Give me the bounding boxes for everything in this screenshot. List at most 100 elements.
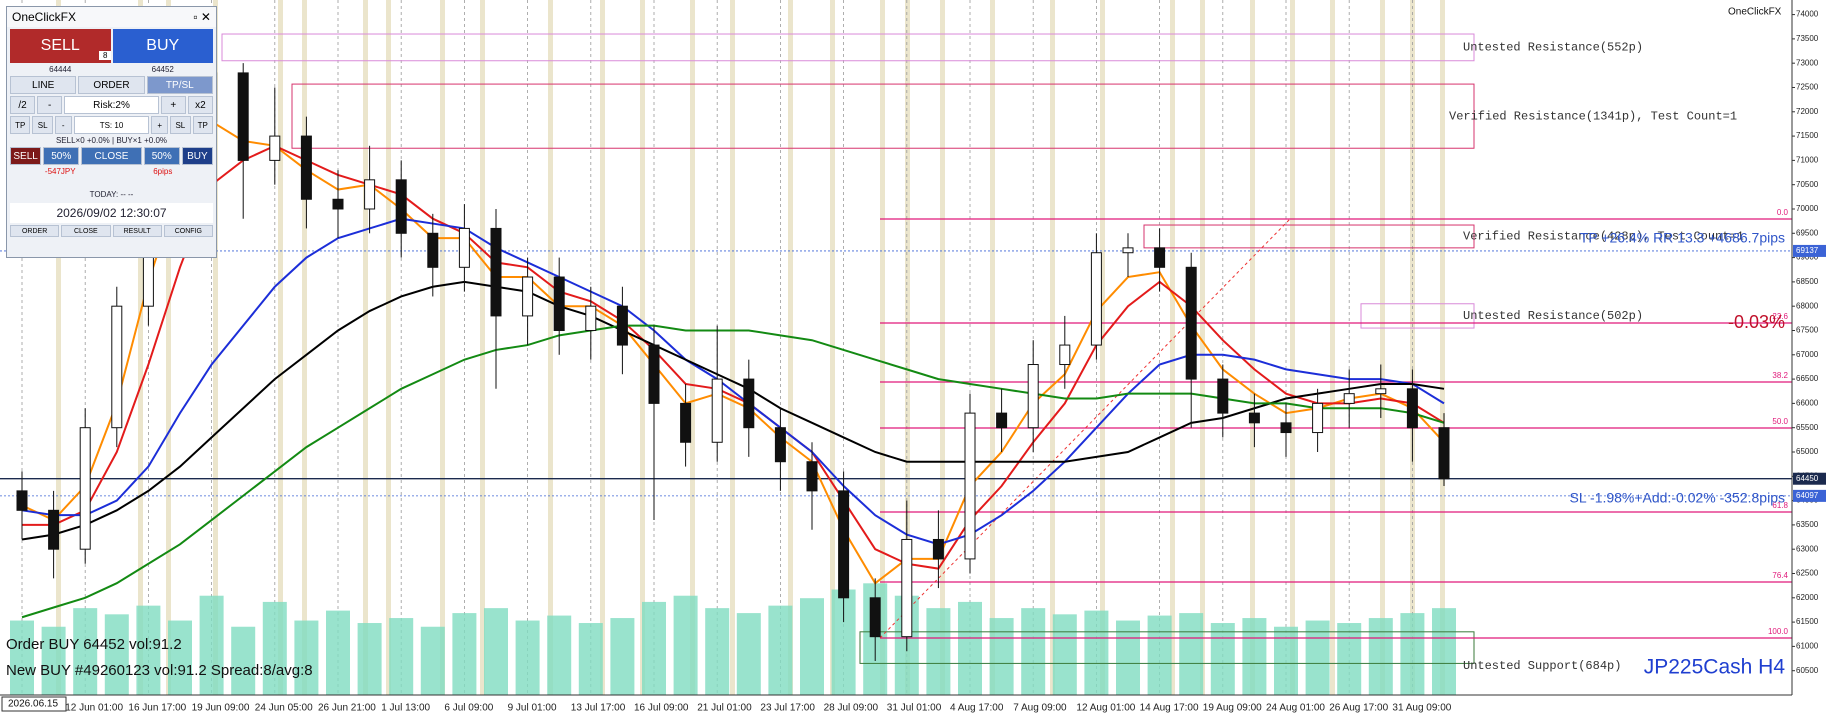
price-tag-label: 64450	[1796, 474, 1819, 483]
volume-bar	[1021, 608, 1046, 695]
session-stripe	[990, 0, 995, 695]
lot-button[interactable]: /2	[10, 96, 36, 114]
volume-bar	[1432, 608, 1456, 695]
fib-label: 38.2	[1772, 371, 1788, 380]
candle-body	[1375, 388, 1387, 395]
volume-bar	[1274, 626, 1298, 695]
candle-body	[964, 412, 976, 560]
volume-bar	[958, 601, 982, 695]
ts-button[interactable]: SL	[170, 116, 191, 134]
y-tick-label: 68500	[1796, 277, 1819, 286]
lot-button[interactable]: +	[160, 96, 186, 114]
close-half[interactable]: 50%	[143, 147, 180, 165]
x-tick-label: 9 Jul 01:00	[508, 703, 557, 714]
candle-body	[774, 427, 786, 463]
candle-body	[1217, 378, 1229, 414]
candle-body	[269, 135, 281, 161]
ts-button[interactable]: TP	[10, 116, 31, 134]
session-stripe	[440, 0, 445, 695]
y-tick-label: 69000	[1796, 253, 1819, 262]
volume-bar	[1305, 620, 1330, 695]
ts-button[interactable]: TP	[192, 116, 213, 134]
x-tick-label: 4 Aug 17:00	[950, 703, 1004, 714]
ask: 64452	[151, 65, 174, 74]
tab[interactable]: LINE	[10, 76, 77, 94]
candle-body	[300, 135, 312, 200]
y-tick-label: 66000	[1796, 399, 1819, 408]
ts-field[interactable]: TS: 10	[73, 116, 150, 134]
panel-buttons[interactable]: ▫ ✕	[193, 10, 211, 24]
zone	[291, 83, 1475, 149]
close-half[interactable]: 50%	[43, 147, 80, 165]
footer-button[interactable]: ORDER	[10, 225, 60, 237]
tab[interactable]: ORDER	[78, 76, 145, 94]
candle-body	[616, 305, 628, 346]
fib-label: 23.6	[1772, 312, 1788, 321]
session-stripe	[1290, 0, 1295, 695]
session-stripe	[1170, 0, 1175, 695]
close-all[interactable]: CLOSE	[81, 147, 142, 165]
close-sell[interactable]: SELL	[10, 147, 42, 165]
buy-button[interactable]: BUY	[112, 29, 213, 63]
y-tick-label: 63000	[1796, 544, 1819, 553]
zone-label: Untested Resistance(502p)	[1463, 309, 1643, 323]
tp-text: TP +26.4% RR 13.3 +4686.7pips	[1580, 230, 1785, 246]
tab[interactable]: TP/SL	[146, 76, 213, 94]
message: New BUY #49260123 vol:91.2 Spread:8/avg:…	[6, 662, 313, 679]
moving-average	[22, 144, 1445, 570]
session-stripe	[213, 0, 218, 695]
date-box-label: 2026.06.15	[8, 699, 58, 710]
lot-button[interactable]: x2	[187, 96, 213, 114]
candle-body	[648, 344, 660, 404]
y-tick-label: 73500	[1796, 34, 1819, 43]
volume-bar	[73, 608, 98, 695]
volume-bar	[1368, 618, 1393, 695]
price-axis	[1792, 0, 1826, 720]
session-stripe	[1200, 0, 1205, 695]
candle-body	[522, 276, 534, 317]
ts-button[interactable]: SL	[32, 116, 53, 134]
sell-button[interactable]: SELL	[10, 29, 111, 63]
y-tick-label: 60500	[1796, 666, 1819, 675]
pips: 6pips	[153, 167, 173, 176]
sl-text: SL -1.98%+Add:-0.02% -352.8pips	[1570, 490, 1785, 506]
footer-button[interactable]: CLOSE	[61, 225, 111, 237]
ts-button[interactable]: -	[54, 116, 72, 134]
candle-body	[1059, 344, 1071, 366]
candle-body	[237, 72, 249, 161]
session-stripe	[138, 0, 143, 695]
volume-bar	[231, 626, 256, 695]
risk[interactable]: Risk:2%	[64, 96, 159, 114]
moving-average	[21, 120, 1445, 585]
ts-button[interactable]: +	[151, 116, 169, 134]
volume-bar	[104, 614, 129, 695]
y-tick-label: 68000	[1796, 301, 1819, 310]
volume-bar	[705, 608, 730, 695]
zone	[859, 631, 1475, 664]
close-buy[interactable]: BUY	[181, 147, 213, 165]
x-tick-label: 1 Jul 13:00	[381, 703, 430, 714]
volume-bar	[768, 605, 793, 695]
session-stripe	[480, 0, 485, 695]
panel-header: OneClickFX ▫ ✕	[7, 7, 216, 27]
zone-label: Untested Resistance(552p)	[1463, 41, 1643, 55]
candle-body	[585, 305, 597, 331]
volume-bar	[484, 608, 508, 695]
candle-body	[1406, 388, 1418, 429]
session-stripe	[940, 0, 945, 695]
candle-body	[806, 461, 818, 492]
candle-body	[1280, 422, 1292, 434]
lot-button[interactable]: -	[37, 96, 63, 114]
y-tick-label: 71000	[1796, 155, 1819, 164]
session-stripe	[363, 0, 368, 695]
volume-bar	[420, 626, 445, 695]
footer-button[interactable]: RESULT	[112, 225, 162, 237]
volume-bar	[515, 620, 540, 695]
symbol: JP225Cash H4	[1644, 656, 1786, 679]
price-tag	[1793, 489, 1826, 502]
zone-label: Verified Resistance(1341p), Test Count=1	[1449, 109, 1737, 123]
volume-bar	[547, 615, 572, 695]
candle-body	[553, 276, 565, 331]
footer-button[interactable]: CONFIG	[163, 225, 213, 237]
